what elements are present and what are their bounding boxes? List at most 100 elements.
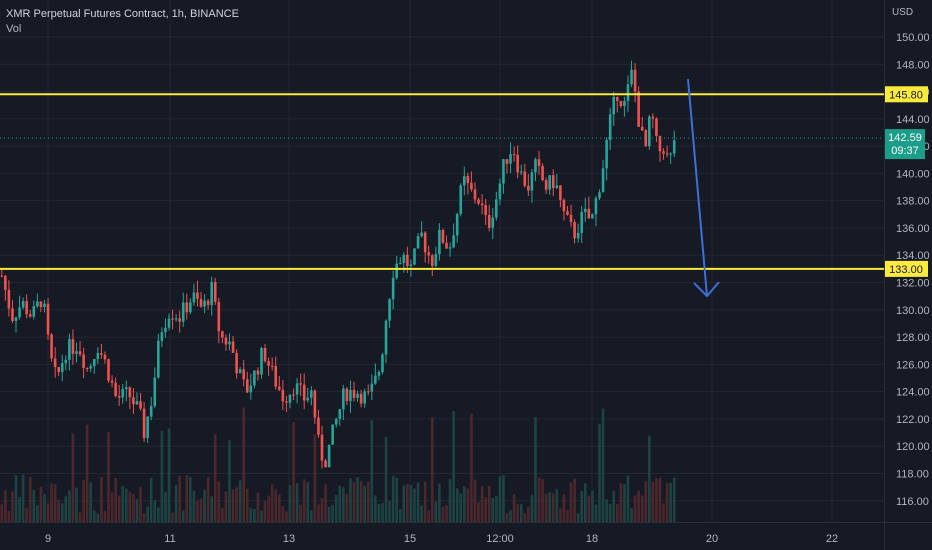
volume-bar [495, 496, 498, 522]
volume-bar [644, 481, 648, 522]
volume-indicator-label[interactable]: Vol [6, 23, 22, 35]
candle-body [430, 255, 434, 266]
volume-bar [648, 435, 651, 522]
volume-bar [164, 491, 167, 522]
volume-bar [530, 494, 534, 522]
candle-body [18, 307, 21, 318]
candle-body [470, 182, 473, 190]
candle-body [491, 217, 495, 228]
candle-body [28, 314, 32, 317]
volume-bar [270, 484, 274, 522]
candle-body [213, 282, 217, 302]
horizontal-levels[interactable] [0, 93, 884, 270]
candle-body [324, 460, 327, 468]
volume-bar [57, 499, 61, 522]
candle-body [651, 116, 655, 119]
candle-body [384, 320, 388, 355]
volume-bar [352, 482, 356, 522]
candle-body [196, 292, 199, 299]
candle-body [139, 401, 142, 409]
candle-body [203, 300, 206, 307]
volume-bar [32, 489, 36, 522]
candle-body [509, 154, 512, 164]
candle-body [68, 339, 71, 360]
y-tick-label: 144.00 [896, 114, 930, 126]
candle-body [50, 334, 53, 359]
volume-bar [206, 477, 210, 522]
candle-body [445, 242, 448, 249]
volume-bar [434, 501, 438, 522]
volume-bar [167, 428, 171, 522]
volume-bar [452, 410, 455, 522]
candle-body [434, 254, 438, 266]
volume-bar [85, 424, 89, 522]
volume-bar [516, 504, 519, 522]
volume-bar [100, 476, 103, 522]
volume-bar [651, 481, 655, 522]
volume-bar [125, 488, 128, 522]
volume-bar [580, 491, 584, 522]
volume-bar [135, 499, 139, 522]
volume-bar [78, 512, 82, 522]
volume-bar [75, 487, 78, 522]
trend-arrow[interactable] [687, 78, 720, 298]
candle-body [260, 347, 263, 375]
y-tick-label: 138.00 [896, 196, 930, 208]
candle-body [331, 424, 334, 445]
candle-body [630, 69, 633, 85]
candle-body [288, 394, 292, 403]
candle-body [370, 383, 374, 392]
candle-body [206, 300, 210, 306]
volume-bar [253, 509, 256, 522]
candle-body [11, 308, 14, 322]
volume-bar [117, 495, 121, 522]
volume-bar [68, 490, 71, 522]
arrow-shaft [687, 78, 708, 297]
y-tick-label: 126.00 [896, 359, 930, 371]
volume-bar [327, 506, 331, 522]
volume-bar [217, 481, 221, 522]
symbol-title[interactable]: XMR Perpetual Futures Contract, 1h, BINA… [6, 8, 239, 20]
candle-body [242, 369, 246, 380]
volume-bar [395, 477, 399, 522]
volume-bar [334, 495, 338, 522]
candle-body [487, 215, 491, 228]
volume-bar [416, 482, 420, 522]
y-tick-label: 122.00 [896, 414, 930, 426]
candle-body [477, 199, 480, 204]
candle-body [342, 388, 345, 410]
volume-bar [317, 504, 320, 522]
candle-body [402, 254, 406, 264]
candle-body [57, 367, 61, 373]
candle-body [149, 406, 153, 417]
y-tick-label: 116.00 [896, 496, 929, 508]
volume-bar [96, 513, 100, 522]
candle-body [420, 232, 423, 237]
volume-bar [228, 440, 231, 522]
volume-bar [295, 483, 299, 522]
level-badge [885, 260, 928, 277]
volume-bar [103, 510, 107, 522]
volume-bar [583, 483, 587, 522]
candle-body [295, 383, 299, 395]
candle-body [406, 254, 409, 266]
candle-body [498, 183, 502, 200]
candle-body [562, 199, 566, 212]
candle-body [153, 377, 157, 407]
volume-bar [413, 488, 416, 522]
volume-bar [487, 485, 491, 522]
volume-bar [203, 489, 206, 522]
volume-bar [28, 476, 32, 522]
volume-bar [185, 475, 189, 522]
candle-body [310, 390, 313, 398]
candle-body [157, 340, 160, 378]
candle-body [60, 363, 64, 373]
candle-body [658, 135, 662, 152]
volume-bar [455, 488, 459, 522]
volume-bar [566, 509, 569, 522]
volume-bar [470, 413, 473, 522]
volume-bar [573, 478, 576, 522]
volume-bar [192, 490, 196, 522]
candle-body [441, 229, 445, 243]
